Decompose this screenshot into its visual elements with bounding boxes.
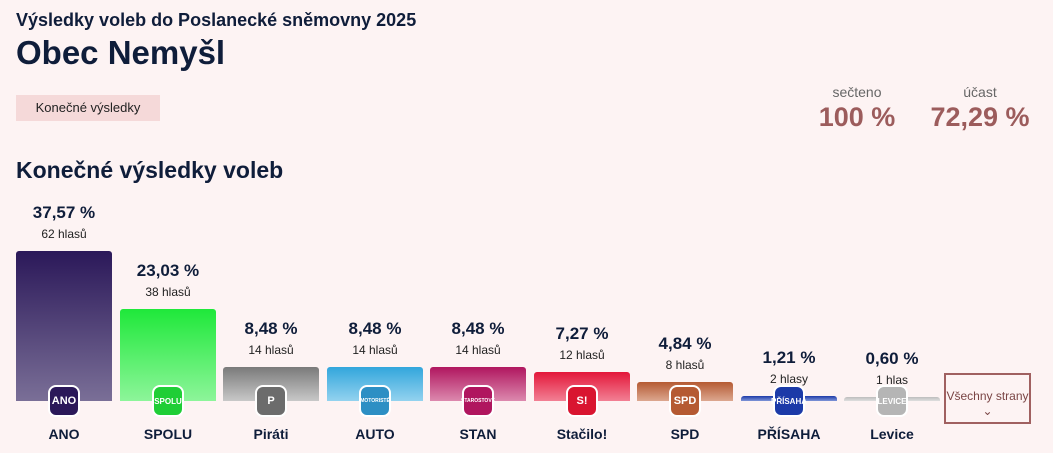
bar-value-label: 4,84 % bbox=[658, 334, 712, 353]
bar-value-label: 37,57 % bbox=[32, 203, 96, 222]
party-name-label: STAN bbox=[459, 426, 497, 442]
party-logo-icon: PŘÍSAHA bbox=[771, 385, 807, 417]
bar-value-label: 23,03 % bbox=[136, 261, 200, 280]
bar-group-stačilo!: 7,27 % 12 hlasů S! Stačilo! bbox=[534, 0, 630, 453]
bar[interactable] bbox=[16, 251, 112, 401]
bar-group-stan: 8,48 % 14 hlasů STAROSTOVÉ STAN bbox=[430, 0, 526, 453]
party-name-label: PŘÍSAHA bbox=[757, 426, 821, 442]
bar-votes-label: 8 hlasů bbox=[665, 358, 705, 372]
party-name-label: AUTO bbox=[355, 426, 395, 442]
party-name-label: Piráti bbox=[253, 426, 289, 442]
bar-votes-label: 14 hlasů bbox=[248, 343, 294, 357]
party-name-label: Stačilo! bbox=[556, 426, 608, 442]
all-parties-button[interactable]: Všechny strany ⌄ bbox=[944, 373, 1031, 424]
final-results-badge: Konečné výsledky bbox=[16, 95, 160, 121]
bar-value-label: 7,27 % bbox=[555, 324, 609, 343]
party-logo-icon: P bbox=[255, 385, 287, 417]
election-subtitle: Výsledky voleb do Poslanecké sněmovny 20… bbox=[16, 10, 417, 30]
bar-group-ano: 37,57 % 62 hlasů ANO ANO bbox=[16, 0, 112, 453]
party-name-label: SPD bbox=[670, 426, 700, 442]
bar-value-label: 8,48 % bbox=[451, 319, 505, 338]
party-logo-icon: SPOLU bbox=[152, 385, 184, 417]
bar-votes-label: 14 hlasů bbox=[352, 343, 398, 357]
turnout-label: účast bbox=[963, 84, 997, 100]
party-logo-icon: LEVICE bbox=[876, 385, 908, 417]
bar-group-piráti: 8,48 % 14 hlasů P Piráti bbox=[223, 0, 319, 453]
bar-value-label: 8,48 % bbox=[348, 319, 402, 338]
bar-group-přísaha: 1,21 % 2 hlasy PŘÍSAHA PŘÍSAHA bbox=[741, 0, 837, 453]
all-parties-label: Všechny strany bbox=[946, 389, 1029, 403]
bar-votes-label: 12 hlasů bbox=[559, 348, 605, 362]
party-name-label: ANO bbox=[48, 426, 80, 442]
bar-votes-label: 38 hlasů bbox=[145, 285, 191, 299]
bar-group-spd: 4,84 % 8 hlasů SPD SPD bbox=[637, 0, 733, 453]
section-title: Konečné výsledky voleb bbox=[16, 157, 284, 183]
page-title: Obec Nemyšl bbox=[16, 34, 226, 71]
bar-votes-label: 2 hlasy bbox=[769, 372, 809, 386]
party-name-label: SPOLU bbox=[143, 426, 193, 442]
counted-label: sečteno bbox=[832, 84, 882, 100]
bar-group-spolu: 23,03 % 38 hlasů SPOLU SPOLU bbox=[120, 0, 216, 453]
bar-value-label: 1,21 % bbox=[762, 348, 816, 367]
bar-group-levice: 0,60 % 1 hlas LEVICE Levice bbox=[844, 0, 940, 453]
bar-votes-label: 1 hlas bbox=[875, 373, 909, 387]
party-logo-icon: ANO bbox=[48, 385, 80, 417]
party-logo-icon: STAROSTOVÉ bbox=[461, 385, 495, 417]
chevron-down-icon: ⌄ bbox=[982, 404, 993, 418]
party-logo-icon: SPD bbox=[669, 385, 701, 417]
party-logo-icon: MOTORISTÉ bbox=[359, 385, 391, 417]
bar-votes-label: 62 hlasů bbox=[41, 227, 87, 241]
counted-value: 100 % bbox=[818, 102, 896, 132]
party-logo-icon: S! bbox=[566, 385, 598, 417]
bar-votes-label: 14 hlasů bbox=[455, 343, 501, 357]
bar-group-auto: 8,48 % 14 hlasů MOTORISTÉ AUTO bbox=[327, 0, 423, 453]
counted-stat: sečteno 100 % bbox=[812, 84, 902, 133]
turnout-value: 72,29 % bbox=[930, 102, 1030, 132]
bar-value-label: 0,60 % bbox=[865, 349, 919, 368]
bar-value-label: 8,48 % bbox=[244, 319, 298, 338]
party-name-label: Levice bbox=[870, 426, 914, 442]
turnout-stat: účast 72,29 % bbox=[922, 84, 1038, 133]
